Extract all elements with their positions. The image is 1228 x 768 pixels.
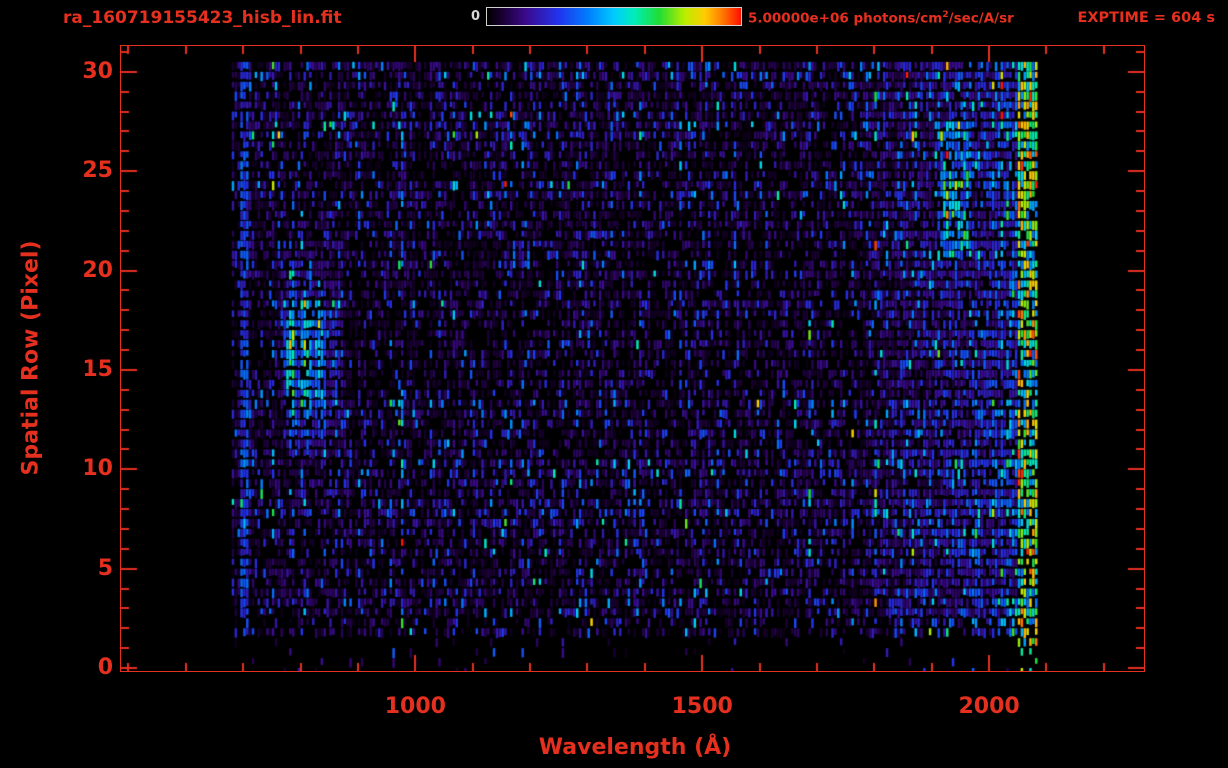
y-tick-label: 15: [82, 356, 113, 382]
exptime-label: EXPTIME = 604 s: [1077, 10, 1215, 26]
colorbar-max-label-prefix: 5.00000e+06 photons/cm: [748, 10, 943, 27]
y-axis-title: Spatial Row (Pixel): [18, 240, 44, 476]
x-axis-title: Wavelength (Å): [538, 735, 732, 760]
file-title: ra_160719155423_hisb_lin.fit: [63, 8, 342, 28]
x-tick-label: 1500: [671, 694, 733, 719]
y-tick-label: 25: [82, 158, 113, 184]
x-tick-label: 2000: [958, 694, 1020, 719]
x-tick-label: 1000: [384, 694, 446, 719]
colorbar-gradient: [486, 7, 742, 26]
colorbar-min-label: 0: [470, 9, 480, 24]
y-tick-label: 5: [97, 555, 113, 581]
y-tick-label: 0: [97, 655, 113, 681]
heatmap-canvas: [121, 46, 1144, 671]
y-tick-label: 20: [82, 257, 113, 283]
colorbar-max-label-superscript: 2: [942, 10, 949, 20]
colorbar-max-label-suffix: /sec/A/sr: [948, 10, 1014, 27]
y-tick-label: 30: [82, 58, 113, 84]
plot-frame: [120, 45, 1145, 672]
y-tick-label: 10: [82, 456, 113, 482]
colorbar-max-label: 5.00000e+06 photons/cm2/sec/A/sr: [748, 10, 1014, 27]
